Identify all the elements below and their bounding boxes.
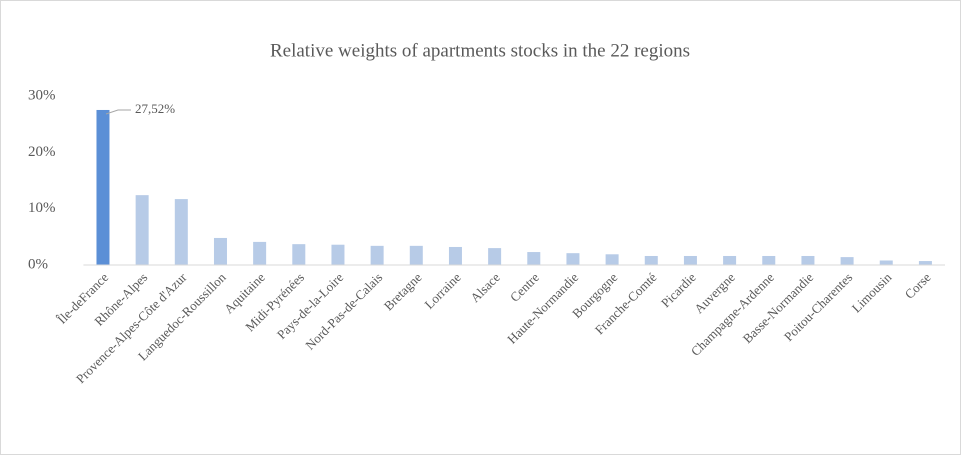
bar: [879, 260, 893, 265]
bar: [370, 245, 384, 265]
y-tick-label: 30%: [28, 87, 56, 103]
bar: [644, 255, 658, 265]
data-label: 27,52%: [135, 101, 175, 116]
y-tick-label: 0%: [28, 256, 48, 272]
bar: [448, 246, 462, 265]
bar: [683, 255, 697, 265]
bar: [801, 255, 815, 265]
bar: [135, 195, 149, 265]
y-tick-label: 20%: [28, 144, 56, 160]
chart-title: Relative weights of apartments stocks in…: [270, 40, 690, 61]
bar: [840, 257, 854, 265]
bar: [292, 244, 306, 265]
bar: [918, 261, 932, 265]
bar: [527, 252, 541, 265]
leader-line: [105, 109, 131, 115]
bar: [488, 248, 502, 265]
bar: [566, 253, 580, 265]
bar: [409, 245, 423, 265]
y-tick-label: 10%: [28, 200, 56, 216]
bar: [723, 255, 737, 265]
bar: [605, 254, 619, 265]
bar: [96, 109, 110, 265]
bar: [174, 199, 188, 265]
bar: [213, 237, 227, 265]
bar: [762, 255, 776, 265]
bar: [331, 244, 345, 265]
bar: [253, 241, 267, 265]
